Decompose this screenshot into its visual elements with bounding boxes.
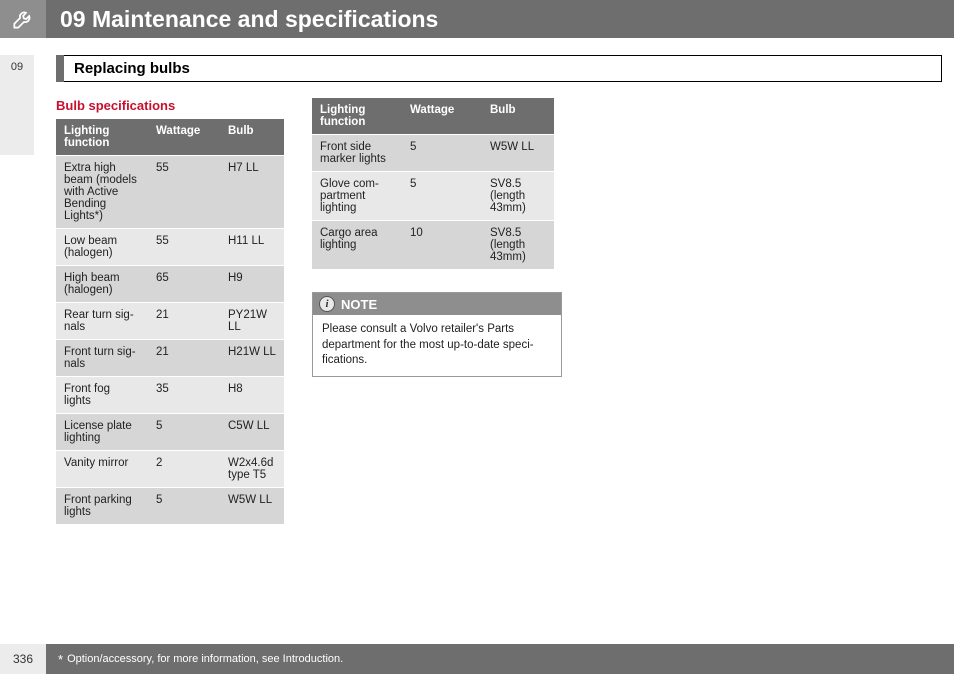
sidebar-chapter-number: 09	[11, 61, 23, 73]
table-cell: 55	[148, 229, 220, 266]
asterisk-icon: *	[58, 652, 63, 667]
page-number: 336	[0, 644, 46, 674]
footnote-body: Option/accessory, for more information, …	[67, 653, 343, 665]
bulb-spec-table-2: Lighting functionWattageBulb Front side …	[312, 98, 554, 270]
table-header-cell: Lighting function	[312, 98, 402, 135]
note-header: i NOTE	[313, 293, 561, 315]
table-cell: Extra high beam (models with Active Bend…	[56, 156, 148, 229]
table-cell: Front fog lights	[56, 377, 148, 414]
table-cell: Front parking lights	[56, 488, 148, 525]
table-cell: SV8.5 (length 43mm)	[482, 172, 554, 221]
table-cell: Front side marker lights	[312, 135, 402, 172]
table-row: Low beam (halogen)55H11 LL	[56, 229, 284, 266]
table-header-cell: Bulb	[220, 119, 284, 156]
content-columns: Bulb specifications Lighting functionWat…	[56, 98, 942, 525]
table-cell: H8	[220, 377, 284, 414]
table-cell: 65	[148, 266, 220, 303]
note-body: Please consult a Volvo retailer's Parts …	[313, 315, 561, 376]
table-cell: 5	[148, 488, 220, 525]
table-cell: Rear turn sig-nals	[56, 303, 148, 340]
table-row: Vanity mirror2W2x4.6d type T5	[56, 451, 284, 488]
table-row: Front parking lights5W5W LL	[56, 488, 284, 525]
table-cell: 21	[148, 303, 220, 340]
bulb-spec-heading: Bulb specifications	[56, 98, 284, 113]
table-cell: Glove com-partment lighting	[312, 172, 402, 221]
wrench-icon	[0, 0, 46, 38]
table-cell: SV8.5 (length 43mm)	[482, 221, 554, 270]
column-left: Bulb specifications Lighting functionWat…	[56, 98, 284, 525]
page-footer: 336 * Option/accessory, for more informa…	[0, 644, 954, 674]
section-heading-row: Replacing bulbs	[56, 55, 942, 82]
table-row: Cargo area lighting10SV8.5 (length 43mm)	[312, 221, 554, 270]
footnote-text: * Option/accessory, for more information…	[46, 644, 954, 674]
table-cell: W5W LL	[482, 135, 554, 172]
table-cell: H11 LL	[220, 229, 284, 266]
table-header-cell: Bulb	[482, 98, 554, 135]
table-cell: H7 LL	[220, 156, 284, 229]
table-cell: 35	[148, 377, 220, 414]
table-cell: 5	[402, 135, 482, 172]
section-accent-bar	[56, 55, 64, 82]
table-row: Glove com-partment lighting5SV8.5 (lengt…	[312, 172, 554, 221]
table-row: High beam (halogen)65H9	[56, 266, 284, 303]
table-cell: 21	[148, 340, 220, 377]
section-title: Replacing bulbs	[74, 60, 931, 77]
note-box: i NOTE Please consult a Volvo retailer's…	[312, 292, 562, 377]
chapter-side-tab: 09	[0, 55, 34, 155]
column-right: Lighting functionWattageBulb Front side …	[312, 98, 562, 377]
table-cell: 5	[148, 414, 220, 451]
table-cell: PY21W LL	[220, 303, 284, 340]
table-cell: 5	[402, 172, 482, 221]
table-cell: Front turn sig-nals	[56, 340, 148, 377]
table-cell: 55	[148, 156, 220, 229]
table-cell: 2	[148, 451, 220, 488]
table-row: Front fog lights35H8	[56, 377, 284, 414]
table-row: Extra high beam (models with Active Bend…	[56, 156, 284, 229]
table-cell: W5W LL	[220, 488, 284, 525]
table-cell: High beam (halogen)	[56, 266, 148, 303]
table-row: License plate lighting5C5W LL	[56, 414, 284, 451]
table-cell: Vanity mirror	[56, 451, 148, 488]
note-label: NOTE	[341, 297, 377, 312]
table-cell: W2x4.6d type T5	[220, 451, 284, 488]
table-cell: Cargo area lighting	[312, 221, 402, 270]
table-row: Front turn sig-nals21H21W LL	[56, 340, 284, 377]
table-cell: License plate lighting	[56, 414, 148, 451]
table-cell: C5W LL	[220, 414, 284, 451]
table-row: Front side marker lights5W5W LL	[312, 135, 554, 172]
table-cell: 10	[402, 221, 482, 270]
chapter-header: 09 Maintenance and specifications	[0, 0, 954, 38]
table-header-cell: Lighting function	[56, 119, 148, 156]
table-cell: H21W LL	[220, 340, 284, 377]
section-title-box: Replacing bulbs	[64, 55, 942, 82]
table-cell: Low beam (halogen)	[56, 229, 148, 266]
info-icon: i	[319, 296, 335, 312]
chapter-title: 09 Maintenance and specifications	[46, 0, 954, 38]
table-row: Rear turn sig-nals21PY21W LL	[56, 303, 284, 340]
table-header-cell: Wattage	[402, 98, 482, 135]
table-header-cell: Wattage	[148, 119, 220, 156]
table-cell: H9	[220, 266, 284, 303]
bulb-spec-table-1: Lighting functionWattageBulb Extra high …	[56, 119, 284, 525]
page-content: Replacing bulbs Bulb specifications Ligh…	[56, 55, 942, 525]
